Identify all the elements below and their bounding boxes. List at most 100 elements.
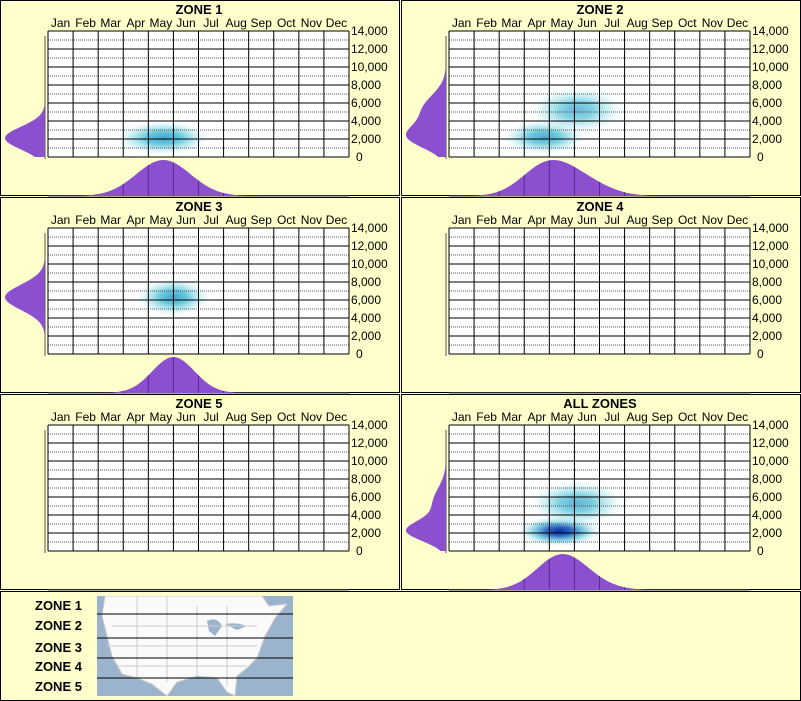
x-tick-label: Mar	[501, 410, 522, 424]
x-tick-label: Jun	[577, 16, 596, 30]
x-tick-label: Feb	[75, 16, 96, 30]
y-tick-label: 14,000	[752, 221, 789, 235]
zone-label: ZONE 5	[35, 679, 82, 694]
x-tick-label: Aug	[225, 16, 246, 30]
zone-label: ZONE 1	[35, 598, 82, 613]
y-tick-label: 12,000	[752, 42, 789, 56]
us-map	[97, 596, 293, 696]
chart-panel: ZONE 2 Jan Feb Mar Apr May Jun Jul Aug Sep Oct Nov D…	[401, 0, 801, 197]
x-tick-label: Apr	[527, 16, 546, 30]
y-tick-label: 14,000	[351, 24, 388, 38]
y-tick-label: 4,000	[351, 114, 381, 128]
y-tick-label: 14,000	[351, 418, 388, 432]
x-tick-label: Nov	[301, 410, 322, 424]
x-tick-label: Jul	[604, 410, 619, 424]
x-tick-label: Mar	[501, 213, 522, 227]
x-tick-label: May	[551, 410, 574, 424]
zone-label: ZONE 3	[35, 640, 82, 655]
x-tick-label: Aug	[626, 410, 647, 424]
y-tick-label: 6,000	[351, 293, 381, 307]
y-tick-label: 10,000	[351, 257, 388, 271]
density-blob	[113, 120, 214, 156]
x-tick-label: Mar	[100, 16, 121, 30]
x-tick-label: Jun	[577, 410, 596, 424]
y-tick-label: 2,000	[351, 132, 381, 146]
x-tick-label: Dec	[326, 213, 347, 227]
y-tick-label: 4,000	[351, 311, 381, 325]
y-tick-label: 12,000	[752, 436, 789, 450]
x-tick-label: May	[150, 410, 173, 424]
x-tick-label: Aug	[626, 213, 647, 227]
y-tick-label: 4,000	[752, 114, 782, 128]
x-tick-label: Nov	[301, 213, 322, 227]
chart-title: ZONE 1	[175, 2, 223, 17]
x-tick-label: Dec	[727, 16, 748, 30]
x-tick-label: Dec	[727, 410, 748, 424]
y-tick-label: 8,000	[752, 275, 782, 289]
y-tick-label: 14,000	[351, 221, 388, 235]
x-tick-label: May	[150, 16, 173, 30]
x-tick-label: Oct	[678, 213, 697, 227]
y-tick-label: 6,000	[752, 293, 782, 307]
x-tick-label: Jan	[452, 410, 471, 424]
x-tick-label: Apr	[126, 213, 145, 227]
y-tick-label: 8,000	[351, 275, 381, 289]
chart-title: ZONE 5	[175, 396, 223, 411]
y-tick-label: 6,000	[752, 490, 782, 504]
x-tick-label: Nov	[702, 410, 723, 424]
y-tick-label: 6,000	[351, 96, 381, 110]
x-tick-label: Jun	[176, 213, 195, 227]
x-tick-label: Jun	[577, 213, 596, 227]
y-tick-label: 14,000	[752, 24, 789, 38]
x-tick-label: Nov	[301, 16, 322, 30]
x-tick-label: Jan	[452, 213, 471, 227]
x-tick-label: Jul	[203, 213, 218, 227]
x-tick-label: Jun	[176, 410, 195, 424]
elevation-marginal-density	[5, 101, 45, 157]
x-tick-label: Aug	[225, 410, 246, 424]
y-tick-label: 2,000	[752, 526, 782, 540]
y-tick-label: 2,000	[752, 132, 782, 146]
x-tick-label: Jul	[604, 16, 619, 30]
x-tick-label: Feb	[476, 16, 497, 30]
chart-panel: ZONE 1 Jan Feb Mar Apr May Jun Jul Aug Sep Oct Nov D…	[0, 0, 400, 197]
zone-label: ZONE 4	[35, 659, 82, 674]
elevation-marginal-density	[406, 460, 446, 551]
chart-panel: ZONE 3 Jan Feb Mar Apr May Jun Jul Aug Sep Oct Nov D…	[0, 197, 400, 394]
x-tick-label: Nov	[702, 16, 723, 30]
y-tick-label: 4,000	[752, 508, 782, 522]
y-tick-label: 8,000	[752, 472, 782, 486]
x-tick-label: Oct	[277, 410, 296, 424]
x-tick-label: Sep	[652, 16, 674, 30]
y-tick-label: 10,000	[351, 454, 388, 468]
x-tick-label: May	[150, 213, 173, 227]
y-tick-label: 0	[757, 347, 764, 361]
x-tick-label: Feb	[476, 213, 497, 227]
x-tick-label: Sep	[251, 213, 273, 227]
chart-title: ZONE 4	[576, 199, 624, 214]
chart-title: ZONE 2	[576, 2, 624, 17]
x-tick-label: Sep	[652, 213, 674, 227]
x-tick-label: Sep	[652, 410, 674, 424]
x-tick-label: Jul	[203, 16, 218, 30]
x-tick-label: Jan	[452, 16, 471, 30]
x-tick-label: Mar	[501, 16, 522, 30]
y-tick-label: 4,000	[351, 508, 381, 522]
x-tick-label: Oct	[678, 410, 697, 424]
zone-legend: ZONE 1 ZONE 2 ZONE 3 ZONE 4 ZONE 5	[0, 591, 801, 701]
chart-panel: ZONE 4 Jan Feb Mar Apr May Jun Jul Aug Sep Oct Nov D…	[401, 197, 801, 394]
density-blob	[527, 86, 627, 134]
y-tick-label: 0	[757, 544, 764, 558]
y-tick-label: 12,000	[752, 239, 789, 253]
y-tick-label: 2,000	[351, 329, 381, 343]
x-tick-label: Mar	[100, 410, 121, 424]
y-tick-label: 6,000	[752, 96, 782, 110]
y-tick-label: 6,000	[351, 490, 381, 504]
x-tick-label: Oct	[277, 16, 296, 30]
y-tick-label: 8,000	[752, 78, 782, 92]
x-tick-label: Jul	[203, 410, 218, 424]
y-tick-label: 2,000	[752, 329, 782, 343]
density-blob	[527, 479, 627, 528]
x-tick-label: Oct	[277, 213, 296, 227]
